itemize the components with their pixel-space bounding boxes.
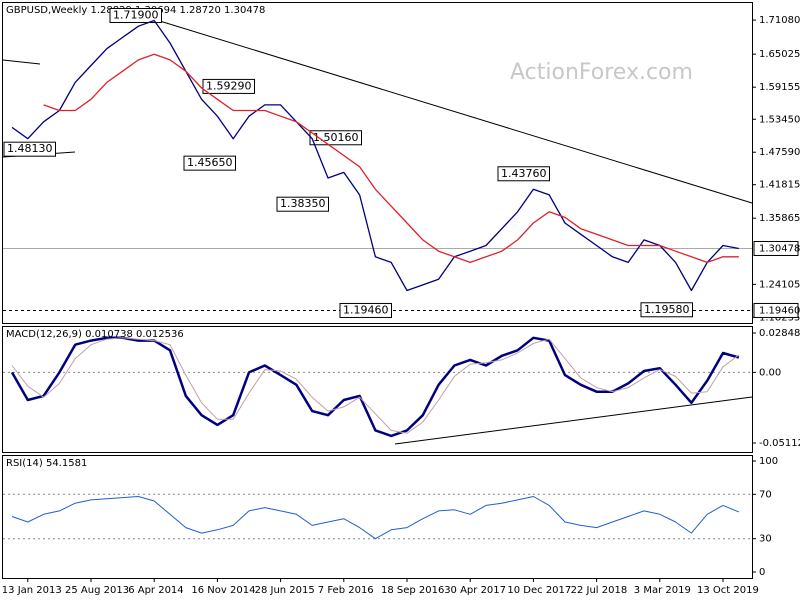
annotation-box [497, 166, 550, 182]
annotation-box [109, 7, 162, 23]
macd-title: MACD(12,26,9) 0.010738 0.012536 [6, 329, 184, 340]
series-line [10, 336, 740, 438]
trend-line [149, 17, 753, 204]
watermark: ActionForex.com [510, 60, 693, 85]
y-tick-label: 30 [759, 534, 772, 545]
annotation-box [202, 78, 255, 94]
annotation-label: 1.19460 [343, 303, 389, 316]
y-tick-label: -0.051125 [759, 438, 800, 449]
series-line [11, 337, 740, 434]
annotation-box [276, 196, 329, 212]
y-tick-label: 1.41815 [759, 180, 800, 191]
x-tick-label: 28 Jun 2015 [255, 585, 315, 596]
x-tick-label: 13 Oct 2019 [697, 585, 759, 596]
x-tick-label: 7 Feb 2016 [318, 585, 374, 596]
y-tick-label: 1.47590 [759, 147, 800, 158]
annotation-box [3, 141, 56, 157]
trend-line [394, 396, 753, 445]
y-tick-label: 1.53450 [759, 114, 800, 125]
y-tick-label: 1.65025 [759, 49, 800, 60]
y-tick-label: 100 [759, 456, 778, 467]
annotation-label: 1.45650 [187, 156, 233, 169]
x-tick-label: 16 Nov 2014 [191, 585, 255, 596]
y-tick-label: 0 [759, 567, 765, 578]
x-tick-label: 30 Apr 2017 [444, 585, 506, 596]
annotation-label: 1.71900 [113, 8, 159, 21]
x-tick-label: 6 Apr 2014 [128, 585, 183, 596]
annotation-label: 1.59290 [206, 79, 252, 92]
x-tick-label: 10 Dec 2017 [507, 585, 571, 596]
y-tick-label: 0.00 [759, 367, 781, 378]
series-line [43, 53, 739, 264]
rsi-title: RSI(14) 54.1581 [6, 458, 87, 469]
annotation-box [640, 302, 693, 318]
annotation-box [183, 155, 236, 171]
series-line [11, 496, 739, 540]
x-tick-label: 13 Jan 2013 [2, 585, 62, 596]
x-tick-label: 18 Sep 2016 [381, 585, 444, 596]
series-line [11, 19, 739, 292]
y-tick-label: 1.59155 [759, 82, 800, 93]
annotation-label: 1.50160 [313, 131, 359, 144]
y-tick-label: 1.24105 [759, 279, 800, 290]
annotation-label: 1.38350 [280, 197, 326, 210]
annotation-box [339, 302, 392, 318]
x-tick-label: 25 Aug 2013 [65, 585, 129, 596]
support-label: 1.19460 [759, 305, 800, 316]
trend-line [2, 59, 41, 65]
annotation-label: 1.43760 [501, 167, 547, 180]
x-tick-label: 22 Jul 2018 [571, 585, 628, 596]
price-label: 1.30478 [759, 243, 800, 254]
rsi-panel [2, 455, 753, 579]
y-tick-label: 1.35865 [759, 213, 800, 224]
macd-panel [2, 326, 753, 453]
y-tick-label: 0.028489 [759, 328, 800, 339]
annotation-label: 1.48130 [7, 142, 53, 155]
price-panel [2, 2, 753, 324]
price-label-box [753, 240, 799, 256]
y-tick-label: 1.71080 [759, 15, 800, 26]
y-tick-label: 70 [759, 489, 772, 500]
annotation-label: 1.19580 [644, 303, 690, 316]
x-tick-label: 3 Mar 2019 [634, 585, 691, 596]
support-label-box [753, 302, 799, 318]
